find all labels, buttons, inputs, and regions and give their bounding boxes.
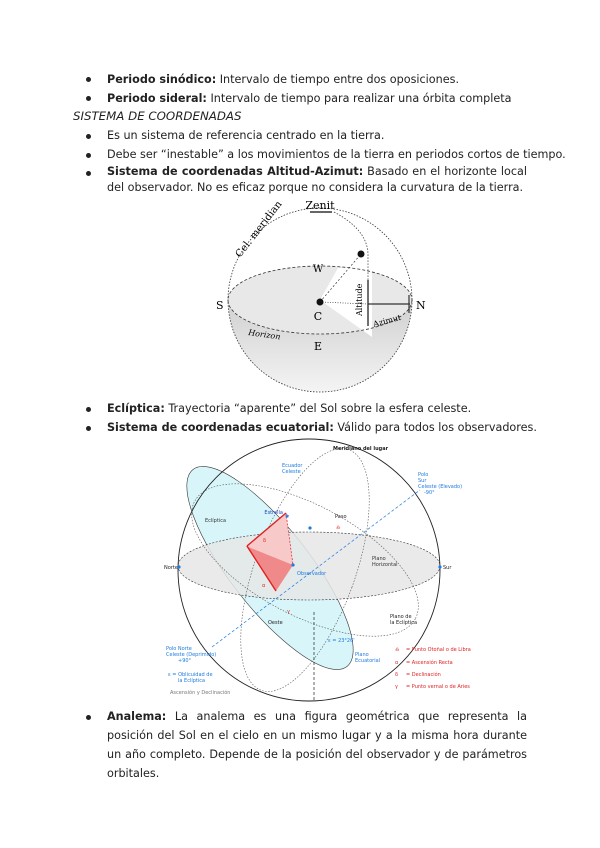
legend-symbol: δ <box>395 672 398 678</box>
label-meridiano: Meridiano del lugar <box>333 446 389 452</box>
label-c: C <box>314 310 322 323</box>
list-item: Sistema de coordenadas Altitud-Azimut: B… <box>107 164 527 196</box>
definition: Intervalo de tiempo para realizar una ór… <box>206 92 512 105</box>
label-polo-sur: Polo <box>418 472 428 478</box>
label-polo-sur: Celeste (Elevado) <box>418 484 462 490</box>
triangle-light <box>246 513 293 565</box>
list-item: Eclíptica: Trayectoria “aparente” del So… <box>107 399 471 418</box>
label-oblicuidad: la Eclíptica <box>178 677 205 684</box>
term: Eclíptica: <box>107 402 165 415</box>
label-ecuador: Celeste <box>282 469 301 475</box>
legend: ♎ = Punto Otoñal o de Libra α = Ascensió… <box>395 647 471 690</box>
label-s: S <box>216 299 224 312</box>
list-item: Periodo sinódico: Intervalo de tiempo en… <box>107 70 459 89</box>
bullet <box>86 171 91 176</box>
bullet <box>86 77 91 82</box>
list-item: Es un sistema de referencia centrado en … <box>107 129 385 142</box>
label-w: W <box>313 264 324 275</box>
bullet <box>86 407 91 412</box>
label-zenit: Zenit <box>305 199 335 212</box>
list-item: Sistema de coordenadas ecuatorial: Válid… <box>107 418 537 437</box>
label-polo-norte: +90° <box>178 658 192 664</box>
observer-point <box>316 298 324 306</box>
celestial-sphere <box>177 438 441 702</box>
definition: Trayectoria “aparente” del Sol sobre la … <box>164 402 472 415</box>
label-ecliptica: Eclíptica <box>205 517 226 524</box>
list-item: Periodo sideral: Intervalo de tiempo par… <box>107 89 511 108</box>
label-norte: Norte <box>164 565 178 571</box>
bullet <box>86 96 91 101</box>
label-plano-ecuatorial: Ecuatorial <box>355 658 380 664</box>
label-altitude: Altitude <box>355 283 364 317</box>
alpha-symbol: α <box>262 583 266 589</box>
definition: La analema es una figura geométrica que … <box>107 710 527 780</box>
list-item: Debe ser “inestable” a los movimientos d… <box>107 148 566 161</box>
star-icon: ✱ <box>285 514 290 520</box>
label-plano-horizontal: Plano <box>372 556 386 562</box>
label-polo-norte: Celeste (Deprimido) <box>166 652 216 658</box>
legend-symbol: γ <box>395 684 398 690</box>
label-e: E <box>314 340 322 353</box>
wedge <box>320 268 372 337</box>
bullet <box>86 134 91 139</box>
lower-hemisphere <box>228 300 412 392</box>
label-polo-sur: Sur <box>418 478 427 484</box>
label-plano-horizontal: Horizontal <box>372 562 398 568</box>
label-plano-ecliptica: Plano de <box>390 614 412 620</box>
term: Periodo sideral: <box>107 92 207 105</box>
label-sur: Sur <box>443 565 452 571</box>
star-point <box>357 250 365 258</box>
section-heading: SISTEMA DE COORDENADAS <box>73 109 242 123</box>
legend-text: = Ascensión Recta <box>406 659 453 666</box>
ecliptic-plane <box>191 483 419 637</box>
term: Periodo sinódico: <box>107 73 217 86</box>
list-item: Analema: La analema es una figura geomét… <box>107 707 527 783</box>
label-oblicuidad: ε = Oblicuidad de <box>168 672 213 678</box>
label-observador: Observador <box>297 571 327 577</box>
term: Sistema de coordenadas ecuatorial: <box>107 421 334 434</box>
definition: Válido para todos los observadores. <box>333 421 537 434</box>
label-polo-sur: -90° <box>424 490 435 496</box>
credit: Ascensión y Declinación <box>170 689 230 696</box>
horizon-line <box>227 265 413 335</box>
label-plano-ecliptica: la Eclíptica <box>390 619 417 626</box>
gamma-symbol: γ <box>287 609 290 615</box>
term: Sistema de coordenadas Altitud-Azimut: <box>107 165 364 178</box>
polar-axis <box>211 489 421 648</box>
term: Analema: <box>107 710 167 723</box>
legend-text: = Declinación <box>406 671 441 678</box>
label-ecuador: Ecuador <box>282 463 303 469</box>
label-polo-norte: Polo Norte <box>166 646 192 652</box>
definition: Intervalo de tiempo entre dos oposicione… <box>216 73 459 86</box>
label-epsilon: ε = 23°26' <box>328 638 355 644</box>
label-paso: Paso <box>335 514 347 520</box>
label-plano-ecuatorial: Plano <box>355 652 369 658</box>
legend-text: = Punto vernal o de Aries <box>406 684 470 690</box>
bullet <box>86 426 91 431</box>
label-oeste: Oeste <box>268 620 283 626</box>
legend-symbol: α <box>395 660 399 666</box>
label-n: N <box>416 299 426 312</box>
triangle-dark <box>246 546 293 591</box>
libra-symbol: ♎ <box>336 525 341 531</box>
delta-symbol: δ <box>263 538 266 544</box>
label-estrella: Estrella <box>264 510 283 516</box>
definition: Basado en el horizonte local del observa… <box>107 165 527 194</box>
legend-text: = Punto Otoñal o de Libra <box>406 647 471 653</box>
bullet <box>86 153 91 158</box>
bullet <box>86 715 91 720</box>
legend-symbol: ♎ <box>395 647 400 653</box>
